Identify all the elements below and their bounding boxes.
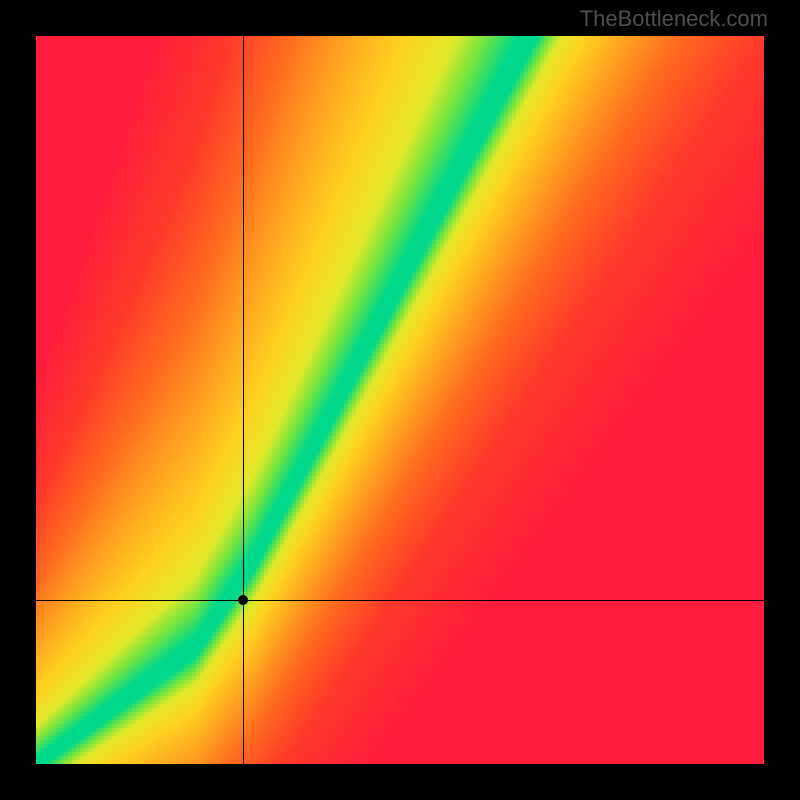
crosshair-marker xyxy=(238,595,248,605)
heatmap-plot xyxy=(36,36,764,764)
crosshair-vertical xyxy=(243,36,244,764)
heatmap-canvas xyxy=(36,36,764,764)
watermark-text: TheBottleneck.com xyxy=(580,6,768,32)
crosshair-horizontal xyxy=(36,600,764,601)
